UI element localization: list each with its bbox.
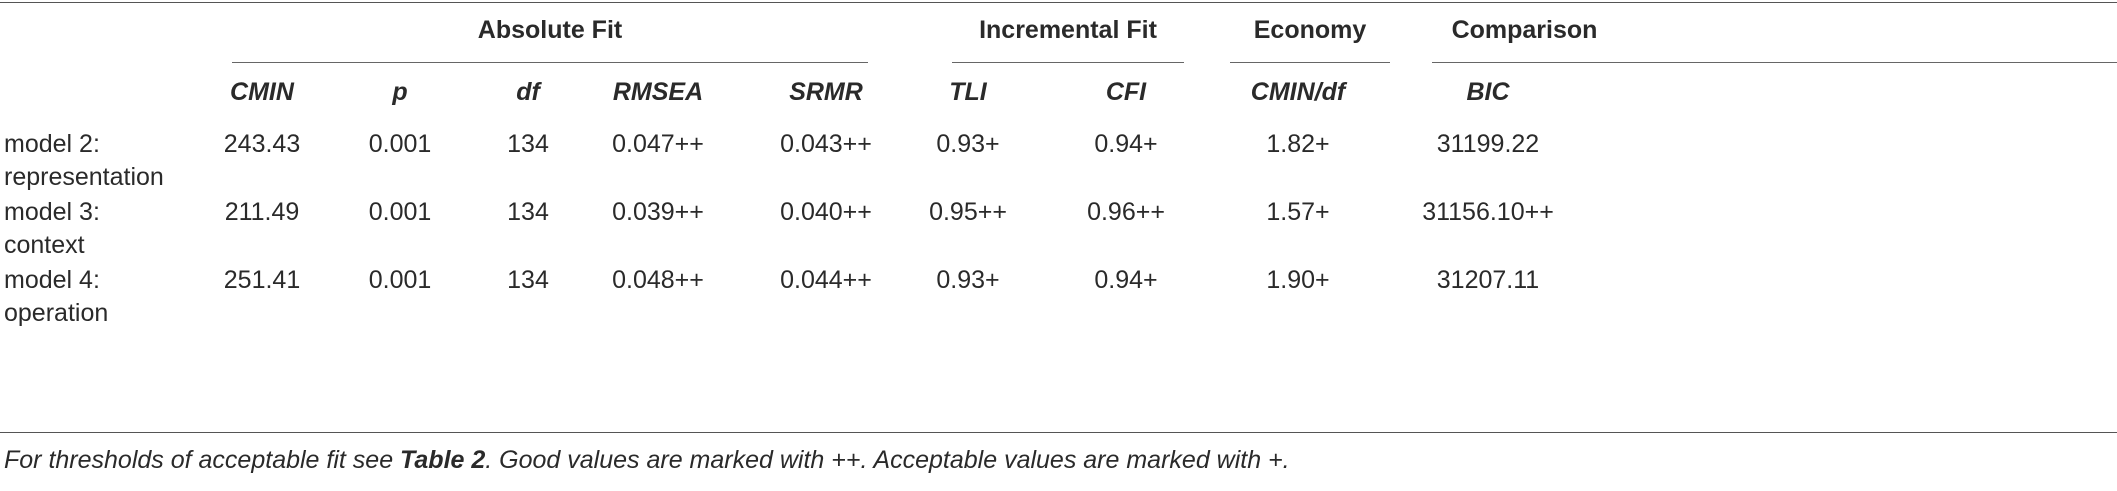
table-bottom-rule	[0, 432, 2117, 433]
table-cell: 0.93+	[936, 266, 1000, 294]
table-cell: 0.93+	[936, 130, 1000, 158]
column-header-rmsea: RMSEA	[612, 78, 704, 106]
table-cell: 251.41	[223, 266, 301, 294]
table-cell: 134	[507, 130, 549, 158]
column-header-p: p	[392, 78, 408, 106]
column-header-cmin-df: CMIN/df	[1250, 78, 1346, 106]
group-header-economy: Economy	[1253, 16, 1367, 44]
footnote-text-start: For thresholds of acceptable fit see	[4, 446, 401, 474]
group-header-comparison: Comparison	[1451, 16, 1598, 44]
row-label-line1: model 3:	[4, 198, 100, 226]
table-cell: 31199.22	[1436, 130, 1540, 158]
row-label: model 3: context	[4, 196, 184, 262]
column-header-tli: TLI	[949, 78, 987, 106]
row-label-line2: operation	[4, 299, 109, 327]
column-header-srmr: SRMR	[789, 78, 863, 106]
column-header-cfi: CFI	[1105, 78, 1147, 106]
table-cell: 0.044++	[780, 266, 872, 294]
column-header-bic: BIC	[1466, 78, 1510, 106]
table-cell: 134	[507, 198, 549, 226]
table-cell: 0.047++	[612, 130, 704, 158]
row-label-line2: context	[4, 231, 85, 259]
group-header-absolute-fit: Absolute Fit	[477, 16, 623, 44]
table-top-rule	[0, 2, 2117, 3]
table-cell: 0.94+	[1094, 266, 1158, 294]
table-cell: 1.57+	[1266, 198, 1330, 226]
table-cell: 0.001	[368, 198, 432, 226]
table-cell: 0.94+	[1094, 130, 1158, 158]
row-label-line2: representation	[4, 163, 164, 191]
table-cell: 1.82+	[1266, 130, 1330, 158]
absolute-fit-rule	[232, 62, 868, 63]
comparison-rule	[1432, 62, 2117, 63]
table-footnote: For thresholds of acceptable fit see Tab…	[4, 444, 1290, 477]
table-cell: 0.048++	[612, 266, 704, 294]
economy-rule	[1230, 62, 1390, 63]
row-label: model 4: operation	[4, 264, 184, 330]
table-cell: 0.043++	[780, 130, 872, 158]
row-label-line1: model 4:	[4, 266, 100, 294]
table-cell: 0.001	[368, 266, 432, 294]
table-cell: 0.95++	[929, 198, 1007, 226]
table-cell: 1.90+	[1266, 266, 1330, 294]
table-cell: 0.040++	[780, 198, 872, 226]
table-cell: 243.43	[223, 130, 301, 158]
footnote-table-reference: Table 2	[400, 446, 486, 474]
table-cell: 31156.10++	[1422, 198, 1554, 226]
footnote-text-end: . Good values are marked with ++. Accept…	[485, 446, 1290, 474]
table-cell: 0.001	[368, 130, 432, 158]
table-cell: 0.96++	[1087, 198, 1165, 226]
row-label: model 2: representation	[4, 128, 184, 194]
column-header-cmin: CMIN	[230, 78, 294, 106]
group-header-incremental-fit: Incremental Fit	[979, 16, 1157, 44]
table-cell: 211.49	[224, 198, 300, 226]
row-label-line1: model 2:	[4, 130, 100, 158]
table-cell: 0.039++	[612, 198, 704, 226]
column-header-df: df	[516, 78, 540, 106]
incremental-fit-rule	[952, 62, 1184, 63]
table-cell: 31207.11	[1436, 266, 1540, 294]
table-cell: 134	[507, 266, 549, 294]
